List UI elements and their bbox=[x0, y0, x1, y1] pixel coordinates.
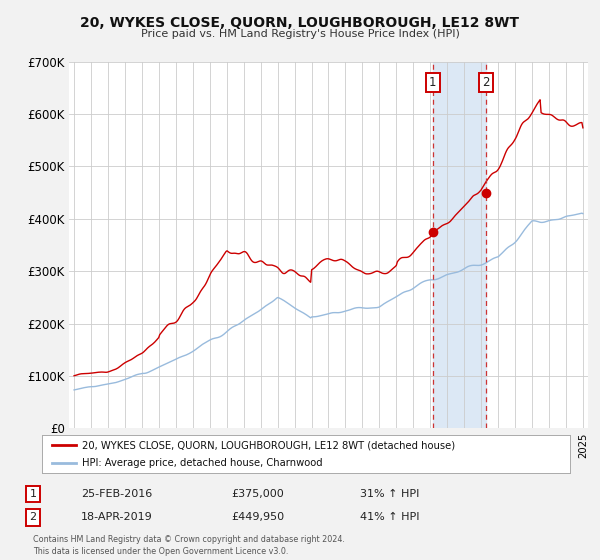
Text: 2: 2 bbox=[482, 76, 490, 89]
Text: £375,000: £375,000 bbox=[231, 489, 284, 499]
Text: 20, WYKES CLOSE, QUORN, LOUGHBOROUGH, LE12 8WT: 20, WYKES CLOSE, QUORN, LOUGHBOROUGH, LE… bbox=[80, 16, 520, 30]
Text: 18-APR-2019: 18-APR-2019 bbox=[81, 512, 153, 522]
Text: Price paid vs. HM Land Registry's House Price Index (HPI): Price paid vs. HM Land Registry's House … bbox=[140, 29, 460, 39]
Text: 1: 1 bbox=[29, 489, 37, 499]
Text: 20, WYKES CLOSE, QUORN, LOUGHBOROUGH, LE12 8WT (detached house): 20, WYKES CLOSE, QUORN, LOUGHBOROUGH, LE… bbox=[82, 440, 455, 450]
Text: HPI: Average price, detached house, Charnwood: HPI: Average price, detached house, Char… bbox=[82, 458, 323, 468]
Text: Contains HM Land Registry data © Crown copyright and database right 2024.
This d: Contains HM Land Registry data © Crown c… bbox=[33, 535, 345, 556]
Text: 2: 2 bbox=[29, 512, 37, 522]
Text: £449,950: £449,950 bbox=[231, 512, 284, 522]
Text: 31% ↑ HPI: 31% ↑ HPI bbox=[360, 489, 419, 499]
Text: 41% ↑ HPI: 41% ↑ HPI bbox=[360, 512, 419, 522]
Text: 1: 1 bbox=[429, 76, 437, 89]
Bar bbox=[433, 62, 486, 428]
Text: 25-FEB-2016: 25-FEB-2016 bbox=[81, 489, 152, 499]
